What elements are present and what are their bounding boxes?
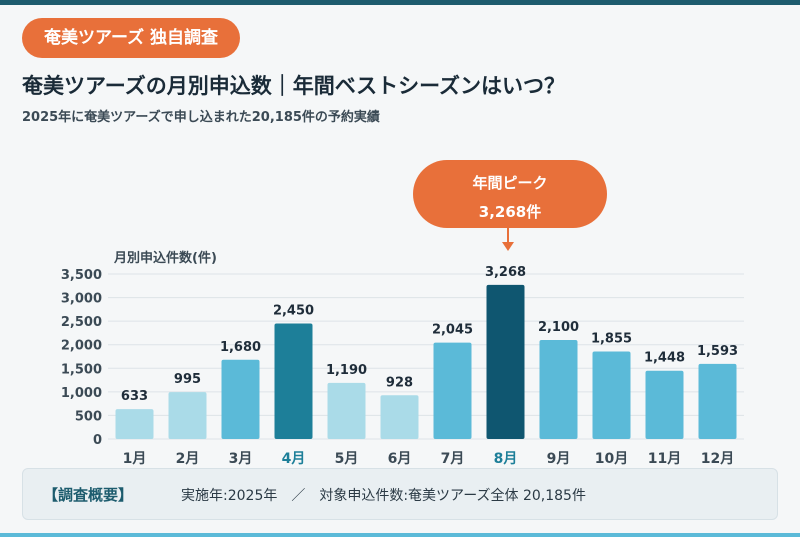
bar	[380, 395, 419, 439]
y-tick-label: 500	[75, 409, 102, 424]
bar-value-label: 1,855	[591, 332, 632, 347]
x-tick-label: 9月	[547, 451, 571, 467]
bar-value-label: 995	[174, 372, 201, 387]
bar	[592, 351, 631, 439]
survey-badge: 奄美ツアーズ 独自調査	[22, 18, 241, 58]
top-accent-bar	[0, 0, 800, 5]
bar-value-label: 1,448	[644, 351, 685, 366]
x-tick-label: 11月	[648, 451, 681, 467]
bar-value-label: 1,593	[697, 344, 738, 359]
callout-arrow-head	[502, 242, 514, 251]
bar-value-label: 2,100	[538, 320, 579, 335]
y-axis-label: 月別申込件数(件)	[113, 250, 217, 266]
peak-callout: 年間ピーク 3,268件	[413, 160, 607, 228]
x-tick-label: 12月	[701, 451, 734, 467]
y-tick-label: 1,000	[61, 386, 102, 401]
y-tick-label: 1,500	[61, 362, 102, 377]
bottom-accent-bar	[0, 533, 800, 537]
bar	[168, 392, 207, 439]
bar	[486, 284, 525, 439]
survey-summary-label: 【調査概要】	[43, 486, 134, 504]
x-tick-label: 8月	[494, 451, 518, 467]
bar	[274, 323, 313, 439]
y-tick-label: 2,000	[61, 339, 102, 354]
bar-value-label: 2,450	[273, 304, 314, 319]
survey-summary-text: 実施年:2025年 ／ 対象申込件数:奄美ツアーズ全体 20,185件	[181, 488, 586, 504]
survey-summary-box: 【調査概要】 実施年:2025年 ／ 対象申込件数:奄美ツアーズ全体 20,18…	[22, 468, 778, 520]
bar	[645, 370, 684, 439]
x-tick-label: 6月	[388, 451, 412, 467]
peak-callout-value: 3,268件	[478, 203, 542, 221]
bar-value-label: 3,268	[485, 265, 526, 280]
x-tick-label: 7月	[441, 451, 465, 467]
bar-value-label: 2,045	[432, 323, 473, 338]
y-tick-label: 3,000	[61, 292, 102, 307]
x-tick-label: 3月	[229, 451, 253, 467]
page-title: 奄美ツアーズの月別申込数｜年間ベストシーズンはいつ？	[22, 74, 566, 98]
bar-value-label: 1,680	[220, 340, 261, 355]
x-tick-label: 10月	[595, 451, 628, 467]
bar	[539, 340, 578, 439]
bar-value-label: 633	[121, 389, 148, 404]
y-tick-label: 3,500	[61, 268, 102, 283]
bar-value-label: 1,190	[326, 363, 367, 378]
peak-callout-title: 年間ピーク	[472, 174, 548, 192]
page-subtitle: 2025年に奄美ツアーズで申し込まれた20,185件の予約実績	[22, 110, 380, 125]
y-tick-label: 0	[93, 433, 102, 448]
bar-value-label: 928	[386, 375, 413, 390]
x-tick-label: 2月	[176, 451, 200, 467]
bar	[433, 342, 472, 439]
bar	[221, 359, 260, 439]
x-tick-label: 1月	[123, 451, 147, 467]
x-tick-label: 4月	[282, 451, 306, 467]
x-tick-label: 5月	[335, 451, 359, 467]
bar	[115, 409, 154, 439]
bar	[327, 382, 366, 439]
y-tick-label: 2,500	[61, 315, 102, 330]
bar	[698, 363, 737, 439]
